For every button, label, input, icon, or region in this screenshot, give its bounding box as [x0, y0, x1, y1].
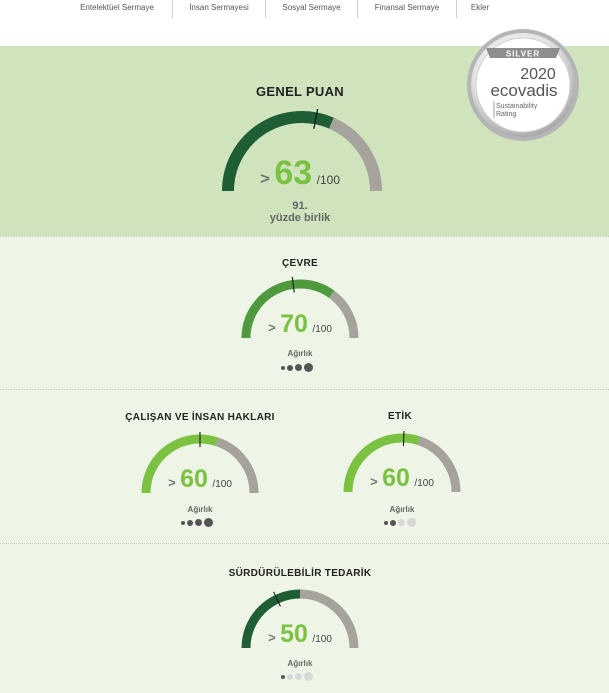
weight-dot: [295, 364, 302, 371]
score-value: 50: [280, 620, 308, 648]
gauge-score-arc: [241, 589, 301, 649]
weight-dot: [281, 365, 285, 370]
gauge-benchmark-marker: [402, 431, 405, 447]
nav-item-sosyal[interactable]: Sosyal Sermaye: [282, 3, 341, 12]
score-value: 63: [274, 154, 313, 192]
weight-dot: [407, 518, 416, 527]
weight-dot: [398, 519, 405, 526]
badge-line1: Sustainability: [496, 103, 538, 110]
gauge-score-arc: [222, 111, 334, 192]
environment-title: ÇEVRE: [282, 258, 318, 269]
section-divider: [0, 236, 609, 237]
gauge-background-arc: [328, 117, 382, 192]
score-value: 60: [180, 465, 208, 493]
weight-dot: [295, 673, 302, 680]
nav-separator: [172, 0, 173, 18]
score-value: 70: [280, 310, 308, 338]
weight-dot: [281, 674, 285, 679]
gauge-benchmark-marker: [313, 109, 319, 130]
nav-separator: [456, 0, 457, 18]
weight-dot: [187, 519, 193, 526]
procurement-section: [0, 544, 609, 693]
nav-item-entelektuel[interactable]: Entelektüel Sermaye: [80, 3, 154, 12]
weight-label: Ağırlık: [287, 349, 313, 358]
score-prefix: >: [370, 474, 378, 489]
weight-indicator: [181, 518, 213, 527]
nav-separator: [265, 0, 266, 18]
score-value: 60: [382, 464, 410, 492]
score-max: /100: [312, 324, 332, 335]
weight-dot: [390, 519, 396, 526]
gauge-score-arc: [241, 279, 335, 339]
score-max: /100: [312, 634, 332, 645]
labor-gauge: [141, 432, 259, 494]
score-max: /100: [316, 173, 341, 187]
gauge-background-arc: [215, 437, 259, 494]
weight-indicator: [281, 363, 313, 372]
score-prefix: >: [168, 475, 176, 490]
section-divider: [0, 389, 609, 390]
labor-ethics-section: [0, 390, 609, 543]
nav-item-finansal[interactable]: Finansal Sermaye: [374, 3, 440, 12]
weight-label: Ağırlık: [287, 659, 313, 668]
ethics-score: > 60 /100: [302, 464, 502, 493]
score-max: /100: [212, 479, 232, 490]
weight-dot: [195, 519, 202, 526]
weight-dot: [304, 363, 313, 372]
nav-item-ekler[interactable]: Ekler: [470, 3, 490, 12]
labor-score: > 60 /100: [100, 465, 300, 494]
environment-score: > 70 /100: [200, 310, 400, 339]
gauge-background-arc: [299, 589, 359, 649]
environment-gauge: [241, 277, 359, 339]
gauge-benchmark-marker: [291, 277, 295, 293]
weight-label: Ağırlık: [389, 505, 415, 514]
ethics-gauge: [343, 431, 461, 493]
weight-dot: [287, 673, 293, 680]
overall-gauge: [222, 109, 382, 192]
badge-brand: ecovadis: [490, 81, 557, 100]
procurement-gauge: [241, 589, 359, 649]
badge-year: 2020: [520, 66, 556, 83]
ecovadis-silver-medal: SILVER 2020 ecovadis Sustainability Rati…: [467, 29, 579, 141]
badge-level: SILVER: [506, 50, 540, 59]
weight-label: Ağırlık: [187, 505, 213, 514]
overall-score: > 63 /100: [200, 154, 400, 193]
overall-percentile: 91. yüzde birlik: [200, 200, 400, 224]
score-prefix: >: [268, 320, 276, 335]
score-prefix: >: [259, 169, 270, 188]
weight-dot: [287, 364, 293, 371]
score-prefix: >: [268, 630, 276, 645]
top-nav: Entelektüel Sermaye İnsan Sermayesi Sosy…: [0, 0, 609, 46]
badge-line2: Rating: [496, 111, 516, 118]
weight-dot: [204, 518, 213, 527]
overall-title: GENEL PUAN: [256, 84, 344, 99]
weight-indicator: [281, 672, 313, 681]
gauge-benchmark-marker: [273, 591, 281, 607]
nav-item-insan[interactable]: İnsan Sermayesi: [189, 3, 249, 12]
score-max: /100: [414, 478, 434, 489]
weight-dot: [384, 520, 388, 525]
procurement-score: > 50 /100: [200, 620, 400, 649]
percentile-label: yüzde birlik: [269, 212, 331, 224]
weight-dot: [304, 672, 313, 681]
gauge-score-arc: [343, 433, 421, 493]
gauge-background-arc: [328, 290, 359, 339]
weight-indicator: [384, 518, 416, 527]
ethics-title: ETİK: [388, 411, 412, 422]
percentile-rank: 91.: [292, 200, 308, 212]
gauge-score-arc: [141, 434, 219, 494]
labor-title: ÇALIŞAN VE İNSAN HAKLARI: [125, 412, 275, 423]
nav-separator: [357, 0, 358, 18]
section-divider: [0, 543, 609, 544]
gauge-background-arc: [417, 436, 461, 493]
weight-dot: [181, 520, 185, 525]
procurement-title: SÜRDÜRÜLEBİLİR TEDARİK: [228, 568, 372, 579]
